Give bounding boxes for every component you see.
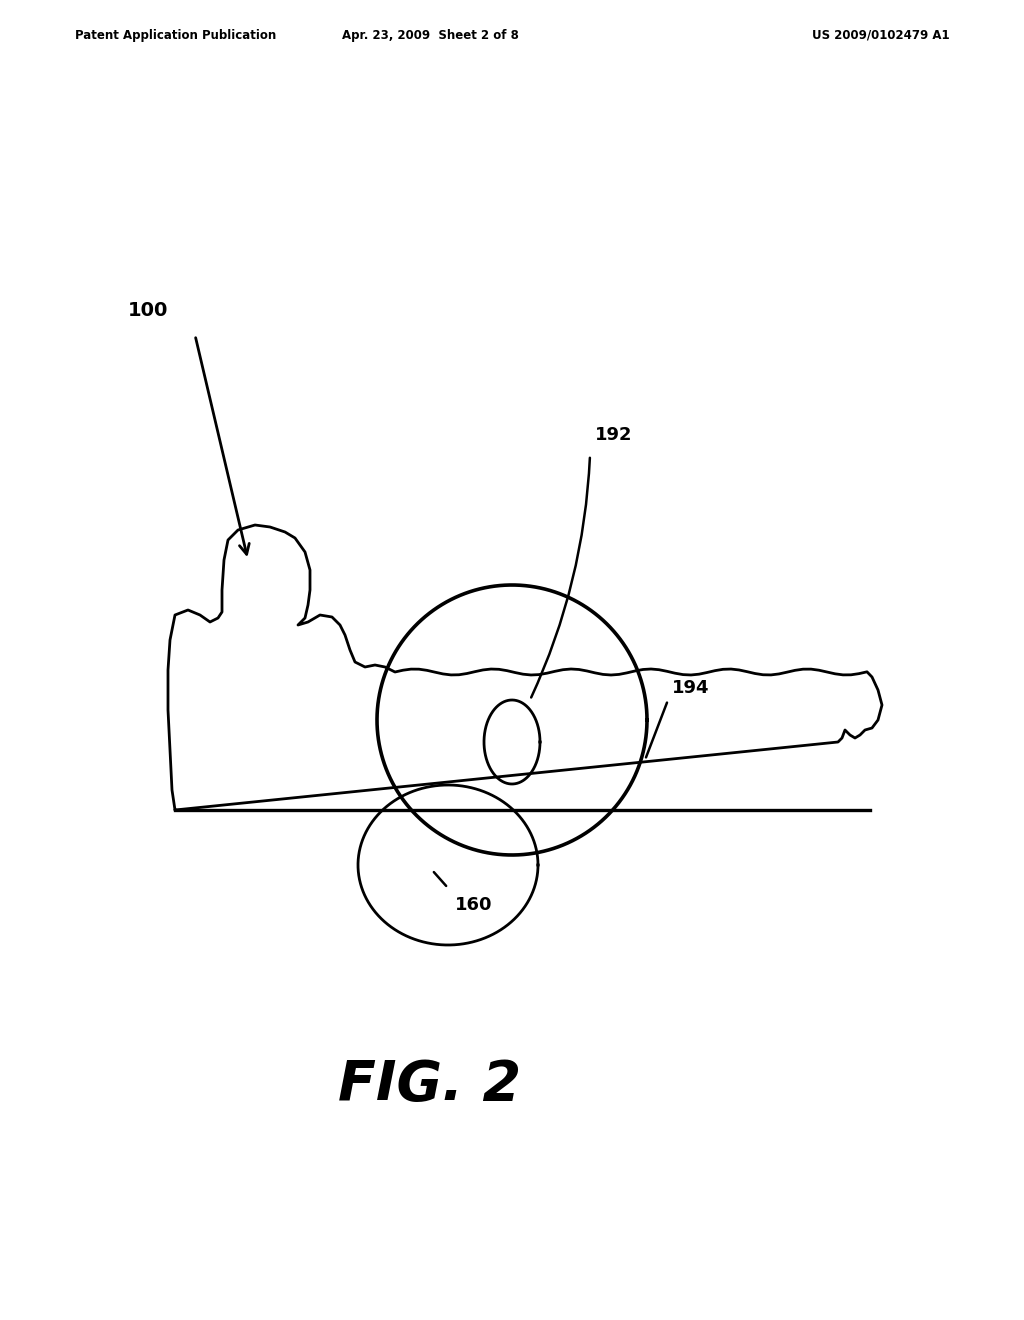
Text: 100: 100 [128, 301, 168, 319]
Text: FIG. 2: FIG. 2 [339, 1059, 521, 1111]
Text: US 2009/0102479 A1: US 2009/0102479 A1 [812, 29, 950, 41]
Text: 194: 194 [672, 678, 710, 697]
Text: Apr. 23, 2009  Sheet 2 of 8: Apr. 23, 2009 Sheet 2 of 8 [342, 29, 518, 41]
Text: Patent Application Publication: Patent Application Publication [75, 29, 276, 41]
Text: 192: 192 [595, 426, 633, 444]
Text: 160: 160 [455, 896, 493, 913]
